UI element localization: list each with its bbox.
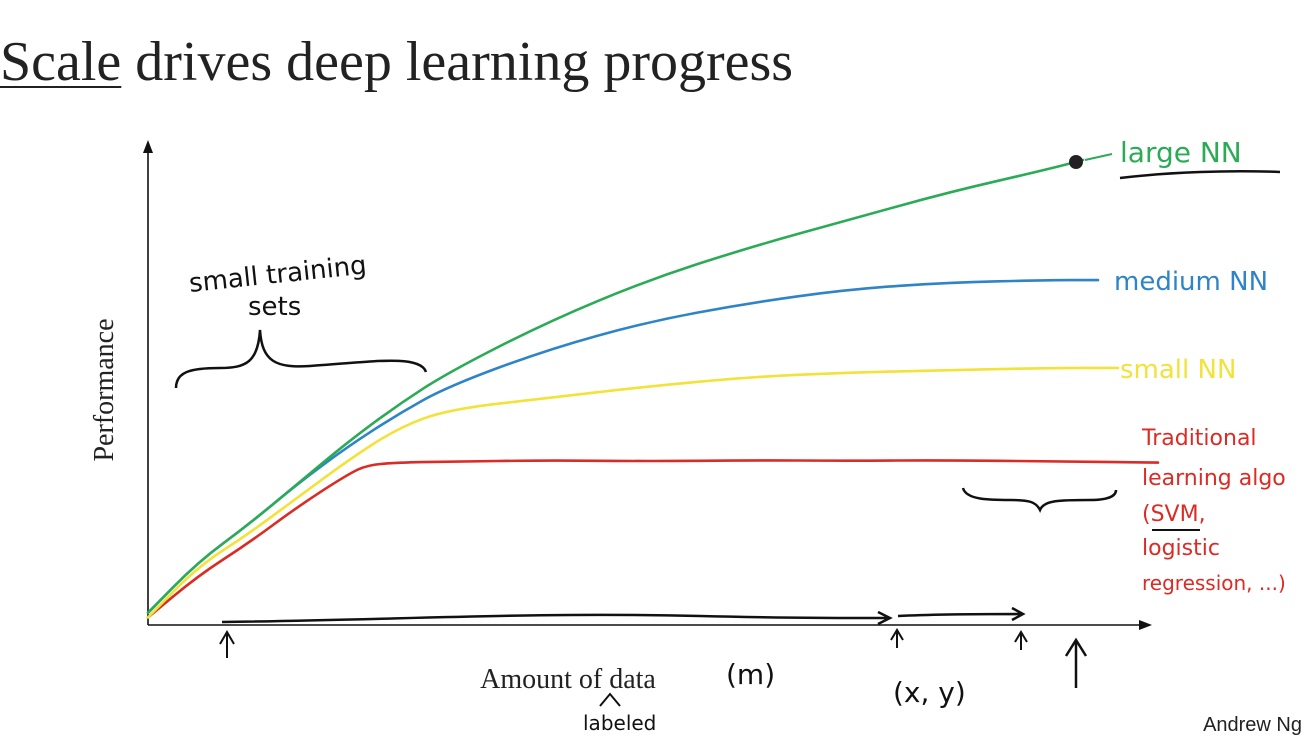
large-data-arrow [1014,630,1028,650]
label-traditional-3: (SVM, [1142,502,1206,527]
large-nn-dot [1069,155,1083,169]
medium-data-arrow [890,628,904,648]
labeled-caret [599,692,621,707]
slide-title: Scale drives deep learning progress [0,30,793,94]
large-nn-pointer [1084,153,1113,161]
y-axis-arrowhead [143,140,153,153]
x-axis-label: Amount of data [480,664,656,695]
small-data-arrow [219,630,235,658]
series-line-small-nn [146,366,1120,619]
label-traditional-4: logistic [1142,536,1220,561]
label-traditional-5: regression, ...) [1142,571,1286,595]
big-data-brace [961,487,1118,514]
series-line-medium-nn [146,278,1100,615]
data-span-line [221,610,893,626]
small-sets-brace [174,329,428,389]
large-nn-underline [1119,170,1281,180]
label-labeled: labeled [583,711,656,735]
title-underlined-word: Scale [0,31,122,93]
x-axis-arrowhead [1139,620,1152,630]
huge-data-arrow [1064,637,1088,688]
series-layer [146,158,1160,619]
label-traditional-2: learning algo [1142,466,1286,491]
series-line-large-nn [146,158,1085,615]
data-span-line-2 [897,606,1026,622]
label-m: (m) [726,658,775,691]
series-line-traditional-learning-algo [146,459,1160,619]
label-large-nn: large NN [1120,136,1242,169]
label-traditional-1: Traditional [1141,426,1257,451]
title-rest: drives deep learning progress [121,31,794,93]
label-medium-nn: medium NN [1114,267,1268,297]
author-credit: Andrew Ng [1203,714,1302,736]
chart-axes [143,140,1152,630]
label-sets: sets [248,292,301,322]
label-small-nn: small NN [1120,355,1236,385]
y-axis-label: Performance [89,318,120,461]
label-xy: (x, y) [893,676,966,709]
